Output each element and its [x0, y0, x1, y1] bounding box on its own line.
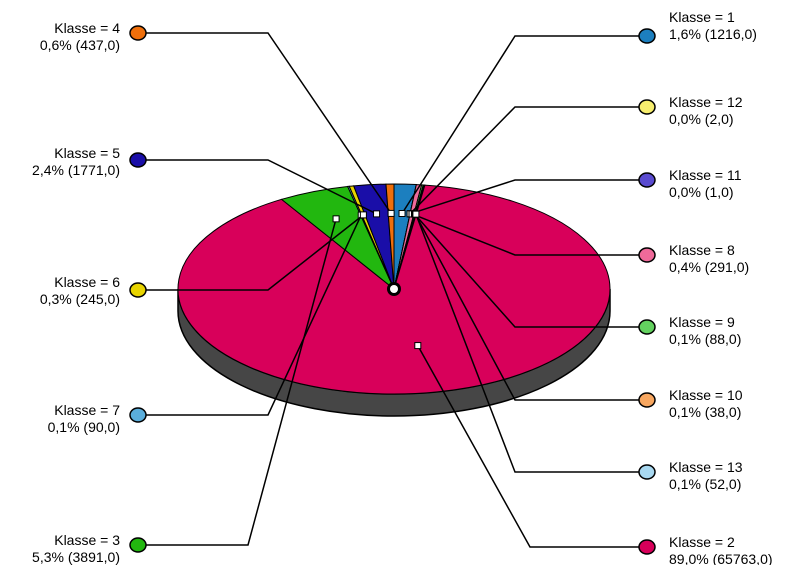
leader-lines	[129, 25, 656, 555]
slice-label-name-6: Klasse = 10	[669, 387, 743, 403]
leader-line-10	[138, 214, 362, 416]
slice-label-value-5: 0,1% (88,0)	[669, 331, 741, 347]
slice-label-value-11: 0,3% (245,0)	[40, 291, 120, 307]
leader-line-2	[409, 106, 647, 215]
slice-labels: Klasse = 11,6% (1216,0)Klasse = 120,0% (…	[32, 9, 772, 565]
leader-line-1	[401, 35, 647, 214]
slice-label-value-1: 1,6% (1216,0)	[669, 26, 757, 42]
slice-label-name-12: Klasse = 5	[54, 145, 120, 161]
slice-label-name-8: Klasse = 2	[669, 534, 735, 550]
slice-label-value-9: 5,3% (3891,0)	[32, 549, 120, 565]
slice-label-name-4: Klasse = 8	[669, 242, 735, 258]
slice-label-name-10: Klasse = 7	[54, 402, 120, 418]
slice-label-value-4: 0,4% (291,0)	[669, 259, 749, 275]
slice-label-value-10: 0,1% (90,0)	[48, 419, 120, 435]
leader-anchor-7	[412, 210, 420, 218]
leader-line-8	[417, 345, 647, 548]
slice-label-value-8: 89,0% (65763,0)	[669, 551, 773, 565]
leader-line-9	[138, 218, 337, 546]
pie-center-dot	[390, 285, 398, 293]
legend-swatch-11	[129, 282, 147, 298]
slice-label-name-13: Klasse = 4	[54, 20, 120, 36]
legend-swatch-13	[129, 25, 147, 41]
leader-line-7	[415, 213, 647, 473]
slice-label-value-7: 0,1% (52,0)	[669, 476, 741, 492]
legend-swatch-5	[638, 319, 656, 335]
leader-anchor-9	[332, 215, 340, 223]
legend-swatch-7	[638, 464, 656, 480]
leader-anchor-11	[359, 211, 367, 219]
slice-label-name-11: Klasse = 6	[54, 274, 120, 290]
leader-line-6	[414, 213, 647, 401]
legend-swatch-1	[638, 28, 656, 44]
leader-anchor-13	[387, 209, 395, 217]
slice-label-name-5: Klasse = 9	[669, 314, 735, 330]
slice-label-name-2: Klasse = 12	[669, 94, 743, 110]
legend-swatch-4	[638, 247, 656, 263]
legend-swatch-3	[638, 172, 656, 188]
legend-swatch-2	[638, 99, 656, 115]
slice-label-value-13: 0,6% (437,0)	[40, 37, 120, 53]
legend-swatch-12	[129, 152, 147, 168]
slice-label-value-6: 0,1% (38,0)	[669, 404, 741, 420]
leader-line-12	[138, 159, 377, 215]
legend-swatch-8	[638, 539, 656, 555]
leader-line-11	[138, 214, 364, 291]
leader-line-3	[409, 179, 647, 215]
legend-swatch-9	[129, 537, 147, 553]
slice-label-name-9: Klasse = 3	[54, 532, 120, 548]
leader-line-4	[411, 213, 647, 256]
leader-anchor-1	[398, 210, 406, 218]
leader-line-5	[413, 213, 647, 328]
slice-label-name-1: Klasse = 1	[669, 9, 735, 25]
leader-line-13	[138, 32, 392, 214]
slice-label-value-2: 0,0% (2,0)	[669, 111, 734, 127]
slice-label-value-12: 2,4% (1771,0)	[32, 162, 120, 178]
leader-anchor-8	[414, 342, 422, 350]
slice-label-value-3: 0,0% (1,0)	[669, 184, 734, 200]
slice-label-name-3: Klasse = 11	[669, 167, 742, 183]
slice-label-name-7: Klasse = 13	[669, 459, 743, 475]
legend-swatch-6	[638, 392, 656, 408]
legend-swatch-10	[129, 407, 147, 423]
leader-anchor-12	[373, 210, 381, 218]
